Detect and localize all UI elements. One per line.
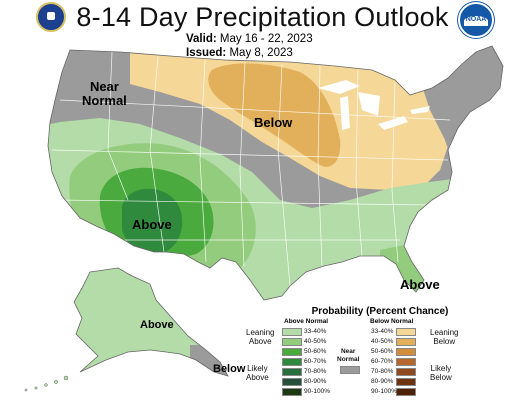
above-range-label-4: 60-70% [304,357,327,365]
below-swatch-1 [396,328,416,336]
below-range-label-3: 50-60% [371,347,394,355]
near-normal-map-label: Near Normal [82,79,127,108]
doc-seal-icon [36,2,66,32]
above-range-label-6: 80-90% [304,377,327,385]
issued-line: Issued: May 8, 2023 [186,47,293,59]
below-range-label-4: 60-70% [371,357,394,365]
valid-line: Valid: May 16 - 22, 2023 [186,33,313,45]
below-swatch-3 [396,348,416,356]
leaning-above-label: Leaning Above [246,328,275,346]
alaska-outline [73,267,229,377]
issued-label: Issued: [186,47,227,59]
likely-below-label: Likely Below [430,364,452,382]
above-range-label-7: 90-100% [304,387,331,395]
above-swatch-7 [282,388,302,396]
above-swatch-3 [282,348,302,356]
above-swatch-6 [282,378,302,386]
above-swatch-5 [282,368,302,376]
above-swatch-4 [282,358,302,366]
issued-value: May 8, 2023 [229,47,293,59]
above-range-label-5: 70-80% [304,367,327,375]
above-florida-map-label: Above [400,277,440,292]
conus-outline [47,45,504,301]
above-southwest-map-label: Above [132,217,172,232]
above-alaska-map-label: Above [140,319,174,331]
below-swatch-4 [396,358,416,366]
below-swatch-2 [396,338,416,346]
below-normal-header: Below Normal [370,318,414,325]
above-swatch-1 [282,328,302,336]
below-range-label-7: 90-100% [371,387,398,395]
below-range-label-2: 40-50% [371,337,394,345]
state-boundaries [51,51,451,287]
below-swatch-5 [396,368,416,376]
above-range-label-1: 33-40% [304,327,327,335]
valid-value: May 16 - 22, 2023 [219,33,313,45]
above-range-label-2: 40-50% [304,337,327,345]
above-swatch-2 [282,338,302,346]
below-swatch-7 [396,388,416,396]
above-60-70-area [122,188,183,254]
valid-label: Valid: [186,33,217,45]
great-lakes [318,80,430,130]
above-normal-header: Above Normal [284,318,329,325]
near-normal-legend-label: Near Normal [337,348,360,363]
legend-title: Probability (Percent Chance) [311,306,449,317]
below-range-label-1: 33-40% [371,327,394,335]
page-title: 8-14 Day Precipitation Outlook [76,2,449,32]
below-alaska-map-label: Below [213,363,246,375]
near-normal-swatch [340,366,360,374]
leaning-below-label: Leaning Below [430,328,459,346]
aleutian-islands [24,375,69,392]
likely-above-label: Likely Above [246,364,269,382]
above-range-label-3: 50-60% [304,347,327,355]
below-range-label-6: 80-90% [371,377,394,385]
below-map-label: Below [254,115,293,130]
below-swatch-6 [396,378,416,386]
below-range-label-5: 70-80% [371,367,394,375]
below-area [208,63,341,167]
noaa-logo-icon: NOAA [458,2,494,38]
